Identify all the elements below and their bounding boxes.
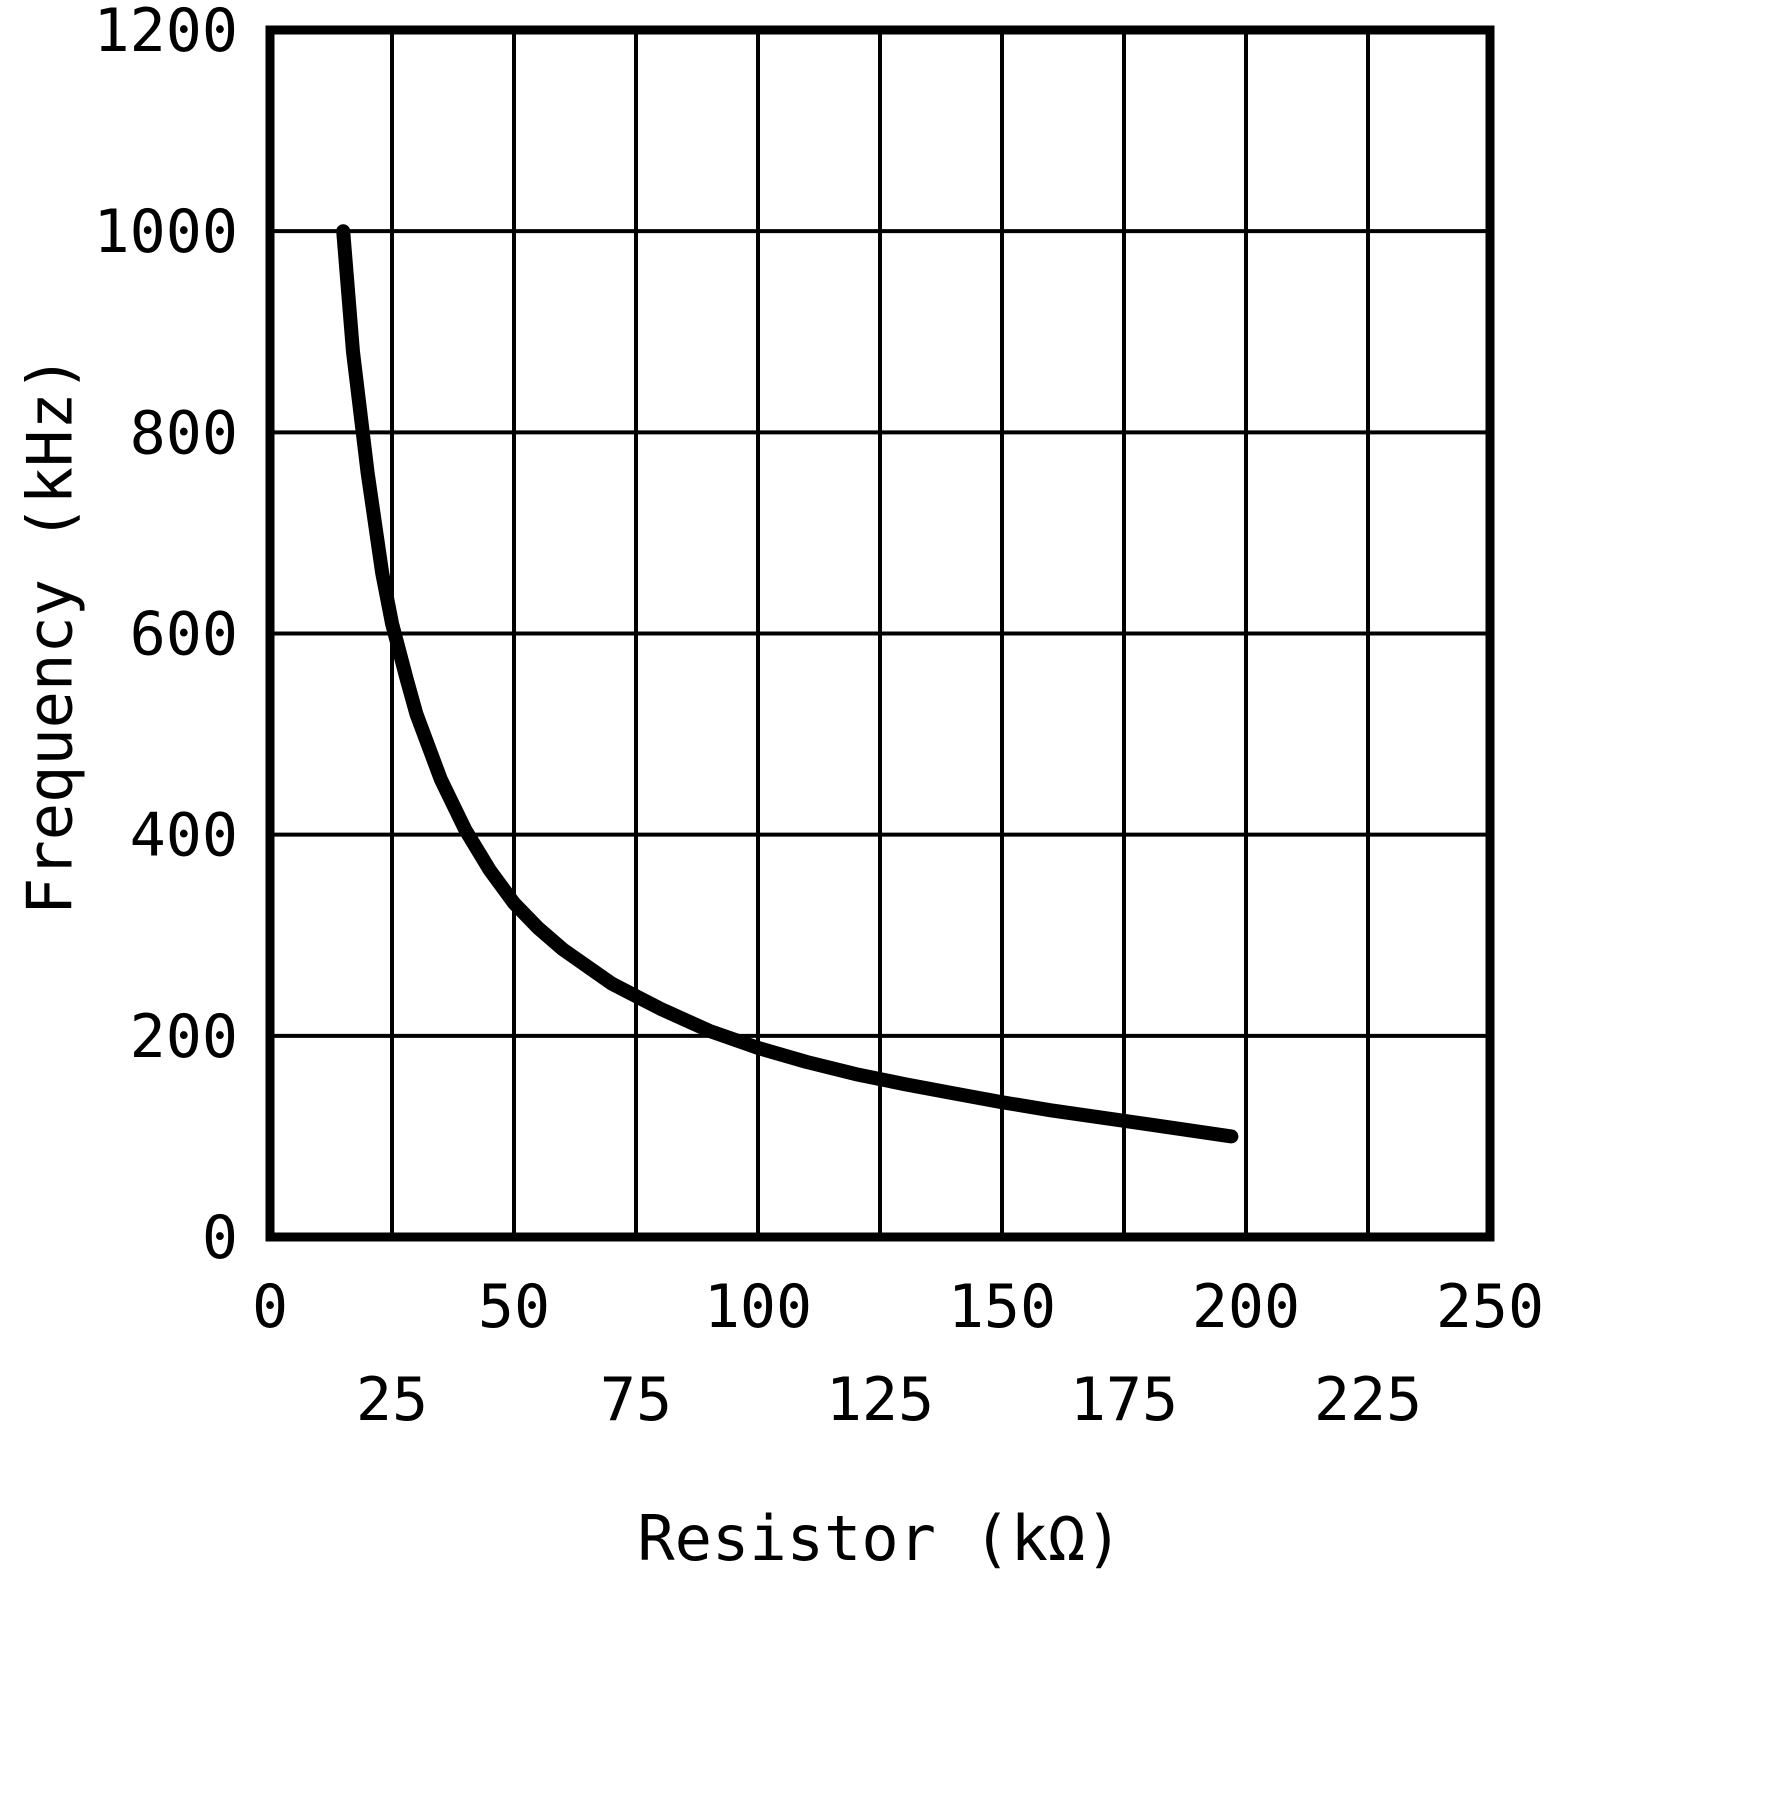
x-axis-title: Resistor (kΩ) xyxy=(637,1502,1123,1575)
x-tick-label: 175 xyxy=(1070,1365,1178,1435)
x-tick-label: 125 xyxy=(826,1365,934,1435)
y-tick-label: 0 xyxy=(202,1203,238,1273)
x-tick-label: 50 xyxy=(478,1272,550,1342)
x-tick-label: 100 xyxy=(704,1272,812,1342)
x-tick-label: 25 xyxy=(356,1365,428,1435)
y-tick-label: 200 xyxy=(130,1002,238,1072)
y-tick-label: 600 xyxy=(130,600,238,670)
x-tick-label: 0 xyxy=(252,1272,288,1342)
y-tick-label: 800 xyxy=(130,398,238,468)
x-tick-label: 75 xyxy=(600,1365,672,1435)
data-curve xyxy=(336,224,1239,1144)
plot-border xyxy=(265,25,1495,1242)
y-axis-title: Frequency (kHz) xyxy=(13,355,87,915)
x-tick-label: 200 xyxy=(1192,1272,1300,1342)
y-tick-label: 400 xyxy=(130,801,238,871)
x-tick-label: 250 xyxy=(1436,1272,1544,1342)
y-tick-label: 1200 xyxy=(94,0,239,66)
y-tick-label: 1000 xyxy=(94,197,239,267)
x-tick-label: 150 xyxy=(948,1272,1056,1342)
x-tick-label: 225 xyxy=(1314,1365,1422,1435)
